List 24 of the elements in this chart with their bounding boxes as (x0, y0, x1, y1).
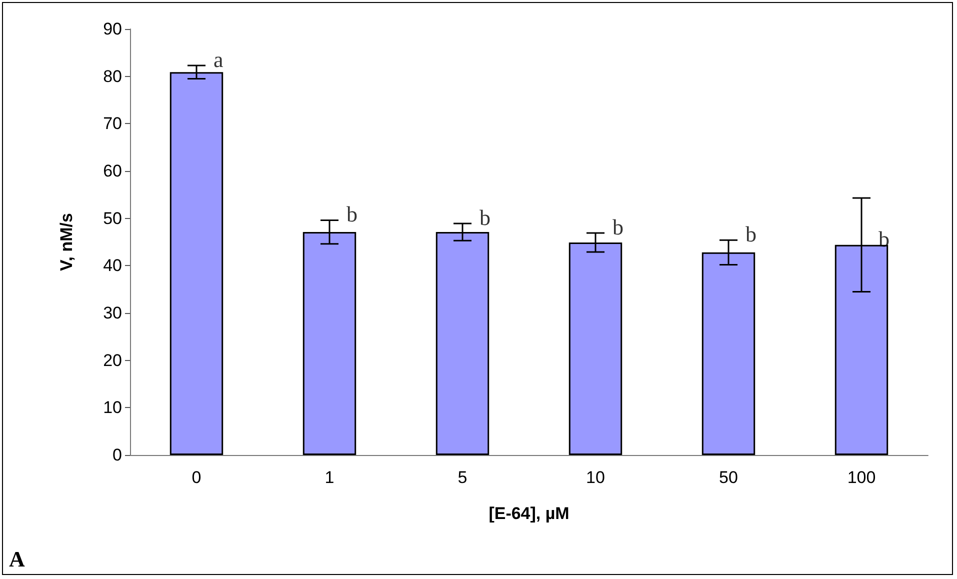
y-tick-label: 40 (103, 256, 122, 276)
x-tick-label: 100 (847, 468, 876, 487)
x-tick-label: 5 (458, 468, 468, 487)
y-tick-label: 60 (103, 162, 122, 180)
annotation: a (214, 46, 224, 72)
x-tick-label: 0 (192, 468, 202, 487)
y-tick-label: 90 (103, 20, 122, 38)
x-axis-title: [E-64], µM (488, 504, 570, 523)
annotation: b (612, 214, 624, 240)
annotation: b (480, 205, 490, 230)
y-tick-label: 0 (112, 446, 122, 464)
y-tick-label: 80 (103, 66, 122, 86)
y-tick-label: 50 (103, 208, 122, 228)
y-tick-label: 20 (103, 350, 122, 370)
y-tick-label: 70 (103, 114, 122, 134)
y-tick-label: 10 (103, 398, 122, 418)
x-tick-label: 1 (324, 468, 334, 487)
text: A (9, 546, 25, 572)
y-axis-title: V, nM/s (57, 213, 76, 271)
annotation: b (746, 222, 756, 247)
annotation: b (346, 202, 358, 227)
x-tick-label: 50 (719, 468, 738, 487)
y-tick-label: 30 (103, 304, 122, 322)
x-tick-label: 10 (586, 468, 605, 487)
